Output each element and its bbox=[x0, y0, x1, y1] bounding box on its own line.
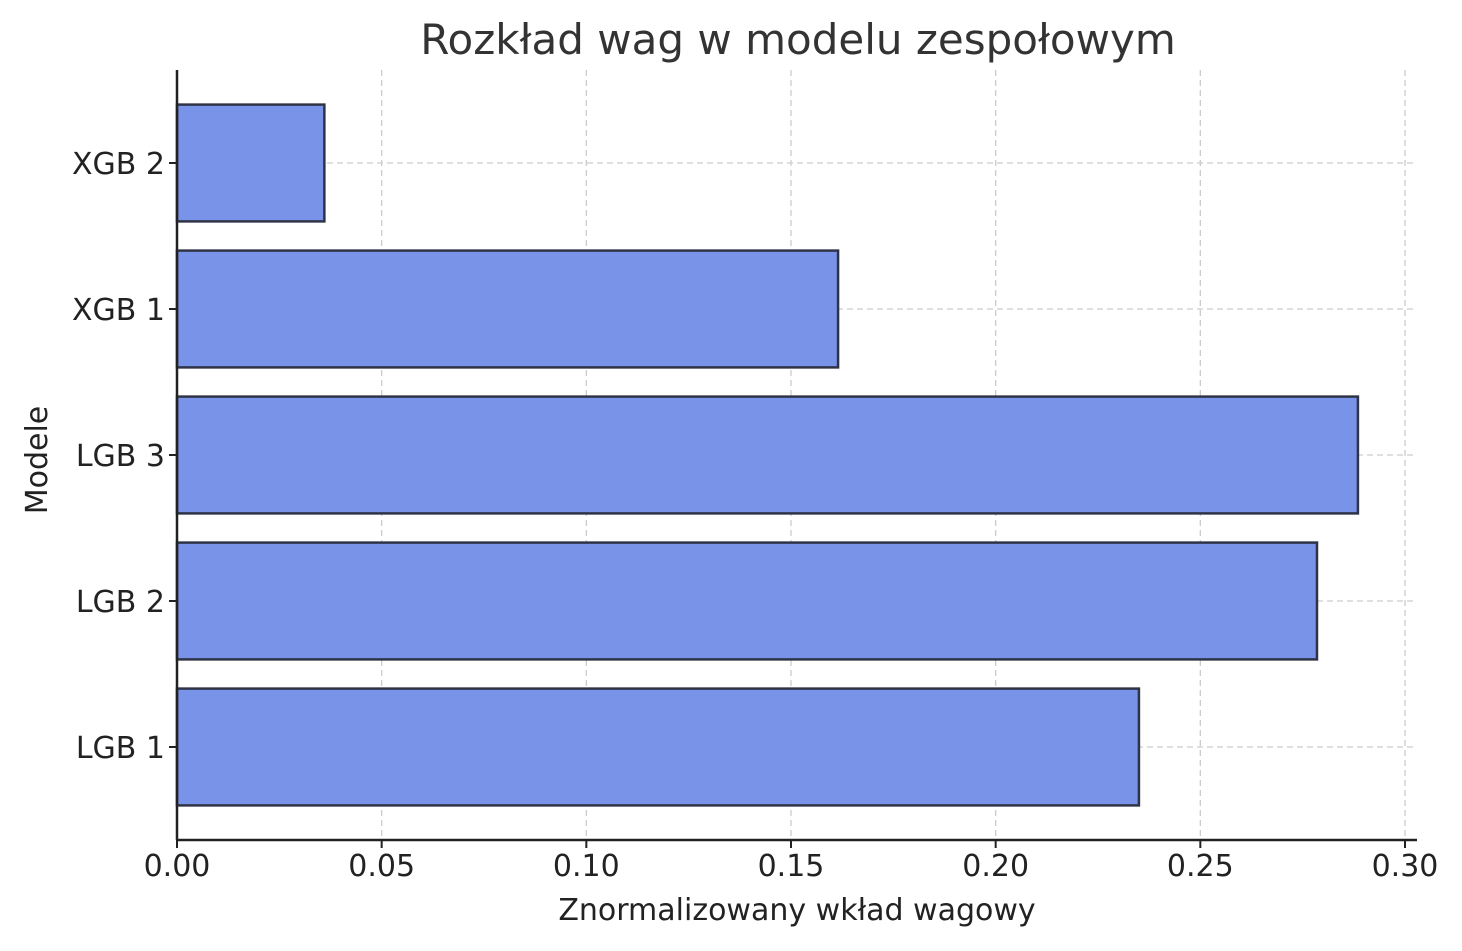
y-ticks: LGB 1 LGB 2 LGB 3 XGB 1 XGB 2 bbox=[72, 147, 177, 766]
x-tick-label: 0.25 bbox=[1167, 849, 1234, 884]
bar-lgb-2 bbox=[175, 541, 1319, 661]
y-axis-label: Modele bbox=[20, 406, 55, 515]
y-tick-label: LGB 3 bbox=[76, 439, 165, 474]
bar-xgb-1 bbox=[175, 249, 840, 369]
x-tick-label: 0.15 bbox=[758, 849, 825, 884]
y-tick-label: XGB 2 bbox=[72, 147, 165, 182]
bar-lgb-3 bbox=[175, 395, 1360, 515]
x-tick-label: 0.10 bbox=[553, 849, 620, 884]
bar-lgb-1 bbox=[175, 687, 1141, 807]
y-tick-label: LGB 1 bbox=[76, 731, 165, 766]
x-tick-label: 0.00 bbox=[144, 849, 211, 884]
y-tick-label: LGB 2 bbox=[76, 585, 165, 620]
bars bbox=[175, 103, 1360, 807]
y-tick-label: XGB 1 bbox=[72, 293, 165, 328]
x-tick-label: 0.20 bbox=[962, 849, 1029, 884]
x-ticks: 0.00 0.05 0.10 0.15 0.20 0.25 0.30 bbox=[144, 840, 1439, 884]
chart-title: Rozkład wag w modelu zespołowym bbox=[420, 15, 1175, 64]
x-tick-label: 0.30 bbox=[1372, 849, 1439, 884]
x-tick-label: 0.05 bbox=[348, 849, 415, 884]
x-axis-label: Znormalizowany wkład wagowy bbox=[558, 893, 1035, 928]
bar-xgb-2 bbox=[175, 103, 326, 223]
